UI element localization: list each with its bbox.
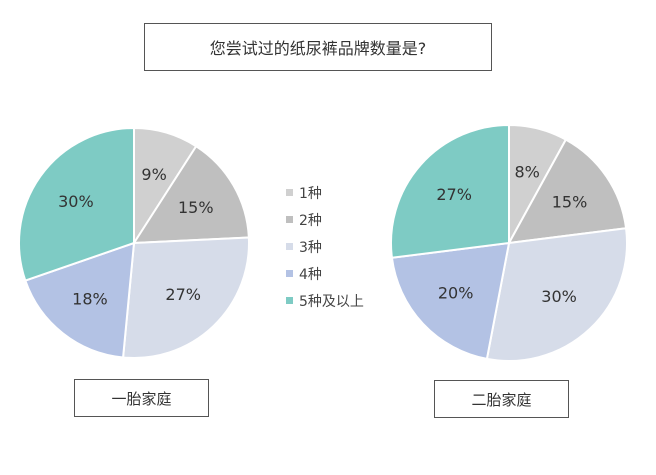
pie-slice-label: 15% <box>552 192 588 211</box>
pie-slice-label: 18% <box>72 290 108 309</box>
pie-slice-label: 30% <box>541 287 577 306</box>
legend: 1种 2种 3种 4种 5种及以上 <box>286 179 364 314</box>
pie-slice-label: 20% <box>438 284 474 303</box>
legend-item: 2种 <box>286 206 364 233</box>
legend-swatch <box>286 216 293 223</box>
legend-swatch <box>286 270 293 277</box>
pie-slice-label: 9% <box>141 165 166 184</box>
pie-slice <box>121 236 250 359</box>
legend-label: 5种及以上 <box>299 293 364 310</box>
legend-label: 3种 <box>299 239 322 256</box>
chart-title: 您尝试过的纸尿裤品牌数量是? <box>144 23 492 71</box>
legend-swatch <box>286 189 293 196</box>
pie-slice-label: 27% <box>165 285 201 304</box>
legend-label: 4种 <box>299 266 322 283</box>
pie-label-second-child-families: 二胎家庭 <box>434 380 569 418</box>
legend-item: 3种 <box>286 233 364 260</box>
pie-chart-second-child-families: 8% 15% 30% 20% 27% <box>390 123 628 362</box>
legend-label: 2种 <box>299 212 322 229</box>
pie-slice-label: 30% <box>58 192 94 211</box>
pie-slice <box>390 241 511 361</box>
legend-swatch <box>286 243 293 250</box>
legend-item: 4种 <box>286 260 364 287</box>
legend-swatch <box>286 297 293 304</box>
legend-item: 1种 <box>286 179 364 206</box>
pie-slice <box>18 126 135 282</box>
pie-slice <box>132 144 250 245</box>
pie-slice-label: 8% <box>514 163 539 182</box>
pie-slice <box>485 227 628 362</box>
legend-label: 1种 <box>299 185 322 202</box>
pie-slice <box>390 123 510 259</box>
legend-item: 5种及以上 <box>286 287 364 314</box>
pie-chart-first-child-families: 9% 15% 27% 18% 30% <box>18 126 250 359</box>
pie-slice-label: 15% <box>178 198 214 217</box>
pie-slice-label: 27% <box>436 185 472 204</box>
pie-label-first-child-families: 一胎家庭 <box>74 379 209 417</box>
pie-slice <box>507 138 628 245</box>
